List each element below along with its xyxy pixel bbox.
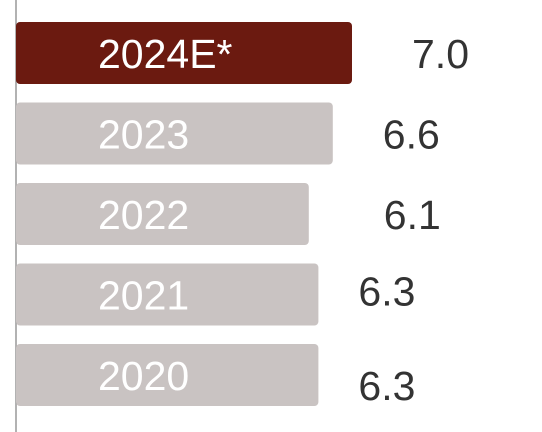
value-label: 6.1 [384,192,441,238]
bar-2021 [16,263,319,326]
bar-2023 [16,102,333,165]
bar-2022 [16,183,309,245]
category-label: 2024E* [98,31,233,77]
bar-2024e [16,22,352,84]
bar-2020 [16,344,319,406]
category-label: 2020 [98,353,189,399]
category-label: 2021 [98,273,189,319]
bars-group: 2024E* 7.0 2023 6.6 2022 6.1 2021 6.3 2020 6.3 [16,22,469,409]
value-label: 6.6 [383,112,440,158]
value-label: 7.0 [412,31,469,77]
value-label: 6.3 [358,269,415,315]
category-label: 2022 [98,192,189,238]
value-label: 6.3 [358,363,415,409]
category-label: 2023 [98,112,189,158]
